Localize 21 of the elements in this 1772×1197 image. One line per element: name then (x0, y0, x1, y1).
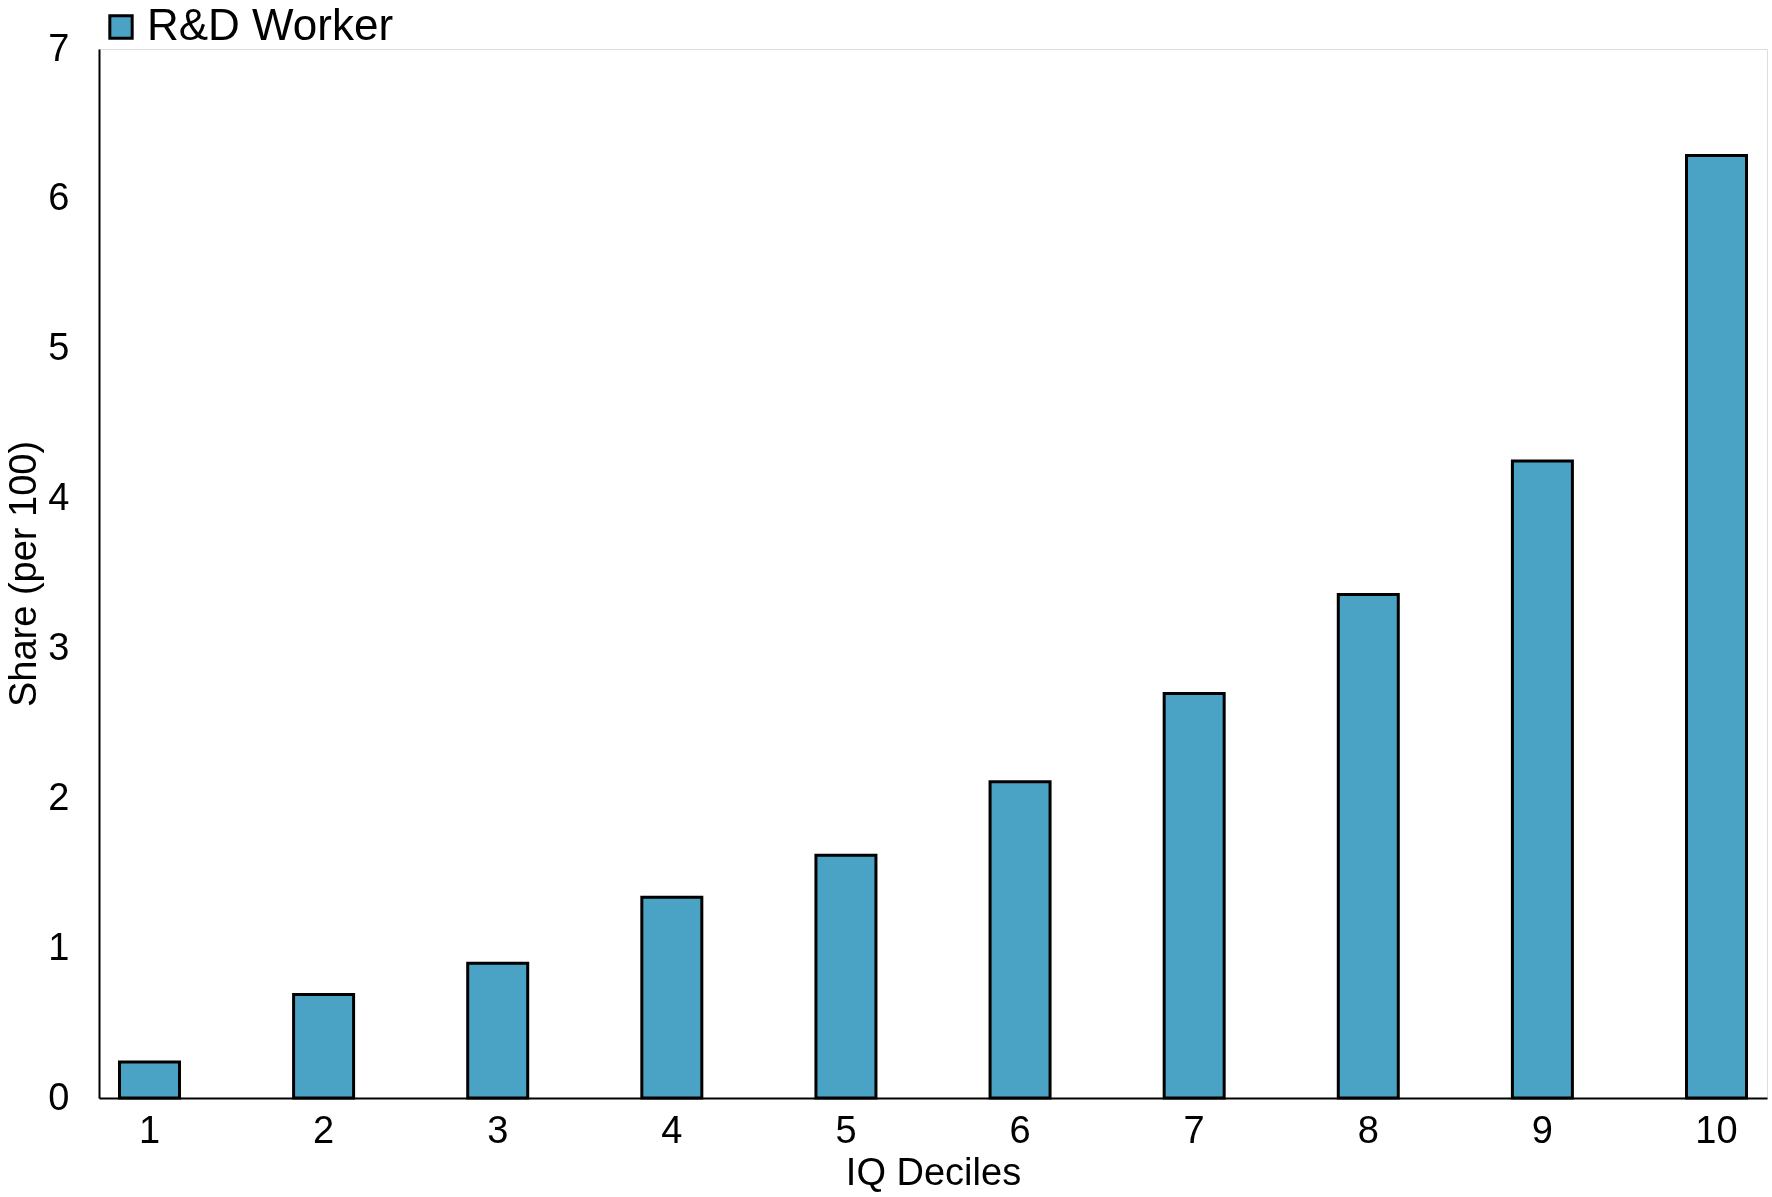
y-tick-label: 2 (48, 775, 70, 818)
x-tick-label: 4 (661, 1108, 683, 1151)
y-tick-label: 7 (48, 26, 70, 69)
x-tick-label: 2 (313, 1108, 335, 1151)
x-tick-label: 6 (1009, 1108, 1031, 1151)
y-tick-label: 3 (48, 625, 70, 668)
x-tick-label: 1 (138, 1108, 161, 1151)
y-tick-label: 6 (48, 176, 70, 219)
x-tick-label: 9 (1531, 1108, 1553, 1151)
legend-label: R&D Worker (147, 0, 394, 49)
x-tick-label: 8 (1357, 1108, 1379, 1151)
y-axis-title: Share (per 100) (2, 440, 45, 708)
x-tick-label: 3 (487, 1108, 509, 1151)
y-tick-label: 5 (48, 326, 70, 369)
x-tick-label: 5 (835, 1108, 857, 1151)
y-tick-label: 0 (48, 1075, 70, 1118)
x-axis-title: IQ Deciles (845, 1150, 1022, 1193)
y-tick-label: 1 (48, 925, 70, 968)
y-tick-label: 4 (48, 476, 70, 519)
x-tick-label: 10 (1695, 1108, 1738, 1151)
x-tick-label: 7 (1183, 1108, 1205, 1151)
